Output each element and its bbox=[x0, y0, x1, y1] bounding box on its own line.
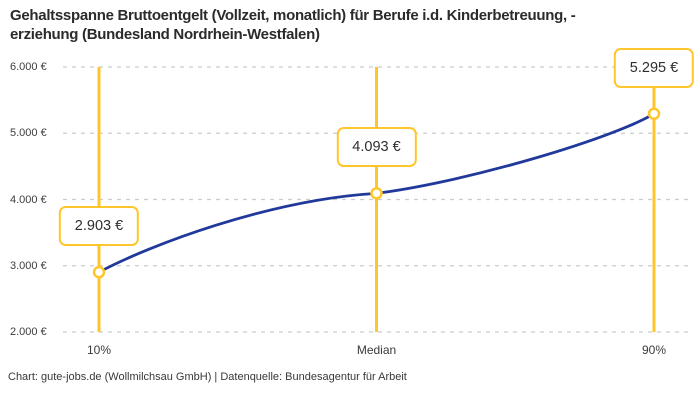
chart-title: Gehaltsspanne Bruttoentgelt (Vollzeit, m… bbox=[10, 6, 686, 44]
y-axis-tick-label: 6.000 € bbox=[10, 61, 47, 73]
y-axis-tick-label: 4.000 € bbox=[10, 193, 47, 206]
value-callout-90pct: 5.295 € bbox=[613, 47, 695, 88]
chart-credit: Chart: gute-jobs.de (Wollmilchsau GmbH) … bbox=[8, 371, 407, 383]
y-axis-tick-label: 3.000 € bbox=[10, 259, 47, 272]
y-axis-tick-label: 2.000 € bbox=[10, 326, 47, 338]
x-axis-tick-label-10pct: 10% bbox=[86, 343, 112, 357]
x-axis-tick-label-median: Median bbox=[356, 343, 397, 357]
y-axis-tick-label: 5.000 € bbox=[10, 127, 47, 140]
data-point-marker[interactable] bbox=[370, 187, 383, 200]
value-callout-median: 4.093 € bbox=[336, 127, 417, 168]
data-point-marker[interactable] bbox=[647, 107, 661, 120]
x-axis-tick-label-90pct: 90% bbox=[641, 343, 667, 357]
data-point-marker[interactable] bbox=[92, 265, 106, 279]
chart-title-line2: erziehung (Bundesland Nordrhein-Westfale… bbox=[10, 26, 320, 43]
chart-title-line1: Gehaltsspanne Bruttoentgelt (Vollzeit, m… bbox=[10, 7, 576, 24]
value-callout-10pct: 2.903 € bbox=[58, 206, 140, 247]
